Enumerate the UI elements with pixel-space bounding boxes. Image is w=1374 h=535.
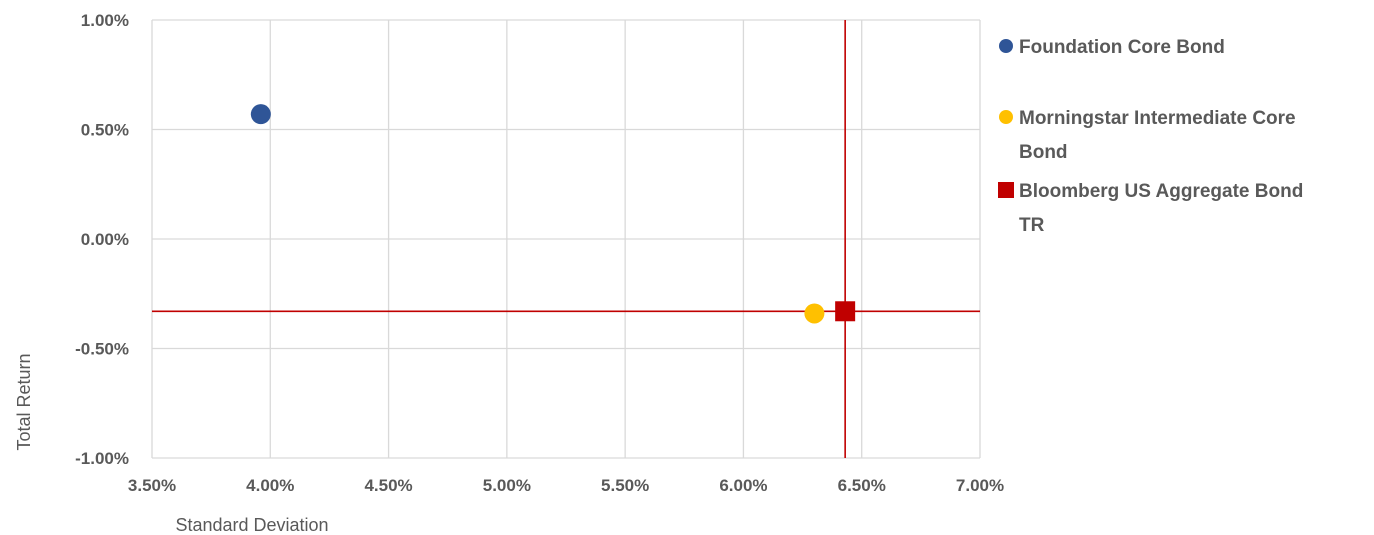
y-tick-label: -1.00%: [75, 449, 129, 468]
x-tick-label: 7.00%: [956, 476, 1004, 495]
y-tick-label: 0.50%: [81, 121, 129, 140]
legend-marker-circle: [999, 39, 1013, 53]
data-point-circle: [804, 303, 825, 324]
legend-label: TR: [1019, 215, 1045, 236]
grid: [151, 19, 981, 459]
x-tick-label: 3.50%: [128, 476, 176, 495]
legend-label: Bond: [1019, 142, 1068, 163]
legend: Foundation Core Bond Morningstar Intermed…: [998, 37, 1303, 236]
legend-label: Bloomberg US Aggregate Bond: [1019, 181, 1303, 202]
x-tick-label: 5.50%: [601, 476, 649, 495]
x-tick-label: 4.50%: [364, 476, 412, 495]
x-tick-label: 6.50%: [838, 476, 886, 495]
x-tick-label: 4.00%: [246, 476, 294, 495]
data-point-square: [835, 301, 856, 322]
x-tick-label: 6.00%: [719, 476, 767, 495]
legend-label: Foundation Core Bond: [1019, 37, 1225, 58]
x-axis-ticks: 3.50% 4.00% 4.50% 5.00% 5.50% 6.00% 6.50% 7.00%: [128, 476, 1004, 495]
data-points: [250, 104, 856, 324]
y-tick-label: 1.00%: [81, 11, 129, 30]
y-tick-label: 0.00%: [81, 230, 129, 249]
x-tick-label: 5.00%: [483, 476, 531, 495]
legend-marker-circle: [999, 110, 1013, 124]
y-axis-title: Total Return: [14, 353, 34, 450]
data-point-circle: [250, 104, 271, 125]
y-axis-ticks: 1.00% 0.50% 0.00% -0.50% -1.00%: [75, 11, 129, 468]
legend-label: Morningstar Intermediate Core: [1019, 108, 1296, 129]
legend-marker-square: [998, 182, 1014, 198]
y-tick-label: -0.50%: [75, 340, 129, 359]
x-axis-title: Standard Deviation: [175, 515, 328, 535]
